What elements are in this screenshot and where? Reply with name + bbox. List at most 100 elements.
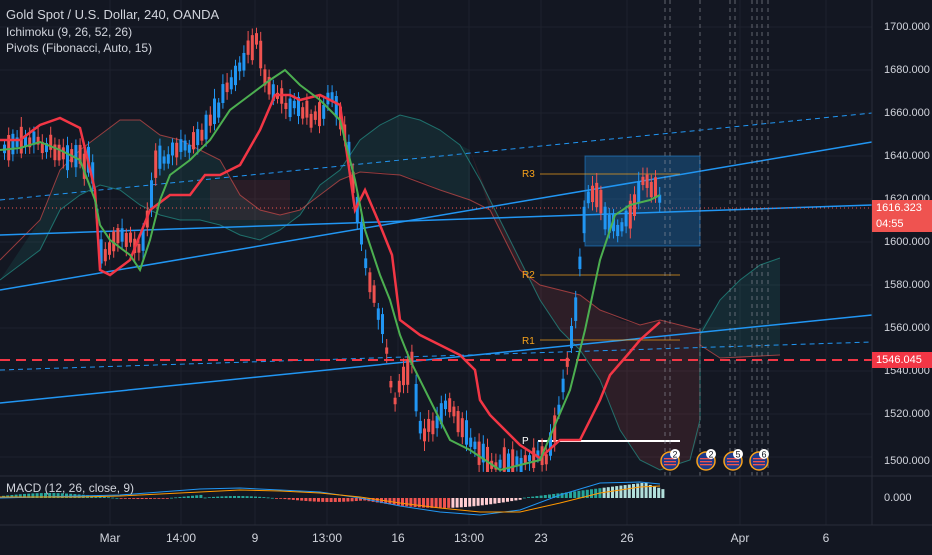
macd-bar	[619, 485, 623, 498]
macd-bar	[611, 486, 614, 498]
candle-body	[40, 141, 44, 154]
candle-body	[334, 96, 338, 118]
macd-bar	[186, 496, 190, 498]
candle-body	[557, 404, 561, 415]
candle-body	[578, 256, 582, 270]
macd-bar	[287, 498, 291, 500]
macd-bar	[241, 496, 245, 498]
candlesticks	[3, 27, 662, 472]
pivot-label-r3: R3	[522, 169, 535, 180]
macd-bar	[170, 497, 173, 499]
symbol-title[interactable]: Gold Spot / U.S. Dollar, 240, OANDA	[6, 7, 220, 22]
macd-bar	[329, 498, 333, 502]
candle-body	[431, 420, 435, 435]
support-price-tag: 1546.045	[872, 352, 932, 368]
event-lines	[664, 0, 769, 480]
macd-histogram	[2, 482, 665, 508]
candle-body	[599, 189, 603, 214]
candle-body	[250, 35, 254, 61]
pivot-label-r2: R2	[522, 270, 535, 281]
macd-bar	[497, 498, 501, 504]
macd-bar	[157, 498, 161, 499]
trend-line-lower-dashed[interactable]	[0, 341, 873, 371]
macd-bar	[153, 498, 157, 499]
indicator-pivots-label[interactable]: Pivots (Fibonacci, Auto, 15)	[6, 41, 153, 55]
trend-line-mid[interactable]	[0, 204, 873, 236]
candle-body	[565, 357, 569, 367]
macd-bar	[245, 496, 249, 498]
candle-body	[355, 197, 359, 224]
candle-body	[481, 443, 485, 463]
macd-bar	[401, 498, 404, 506]
indicator-macd-label[interactable]: MACD (12, 26, close, 9)	[6, 481, 135, 495]
macd-bar	[606, 487, 610, 498]
macd-bar	[577, 490, 581, 498]
macd-bar	[405, 498, 409, 507]
candle-body	[595, 182, 599, 208]
macd-bar	[338, 498, 341, 502]
macd-bar	[581, 490, 585, 498]
candle-body	[309, 113, 313, 128]
macd-bar	[443, 498, 446, 508]
macd-bar	[585, 489, 589, 498]
candle-body	[381, 314, 384, 335]
time-label: 16	[391, 531, 405, 545]
candle-body	[591, 185, 594, 203]
candle-body	[192, 132, 195, 150]
macd-bar	[422, 498, 425, 508]
candle-body	[183, 140, 187, 151]
candle-body	[385, 347, 389, 354]
candle-body	[53, 144, 57, 161]
candle-body	[339, 106, 342, 130]
event-badge-flag-us-icon[interactable]: 6	[749, 449, 769, 471]
candle-body	[175, 142, 179, 158]
trend-line-upper[interactable]	[0, 141, 873, 291]
trend-line-upper-dashed[interactable]	[0, 112, 873, 201]
candle-body	[267, 76, 271, 95]
candle-body	[347, 141, 351, 158]
event-badge-flag-us-icon[interactable]: 5	[723, 449, 743, 471]
candle-body	[536, 450, 540, 459]
macd-bar	[312, 498, 316, 502]
candle-body	[351, 171, 355, 194]
indicator-ichimoku-label[interactable]: Ichimoku (9, 26, 52, 26)	[6, 25, 133, 39]
macd-bar	[510, 498, 514, 502]
candle-body	[11, 133, 15, 155]
candle-body	[624, 210, 628, 227]
macd-bar	[136, 498, 140, 499]
candle-body	[208, 114, 212, 126]
macd-bar	[317, 498, 320, 502]
candle-body	[402, 366, 405, 386]
event-badge-flag-us-icon[interactable]: 2	[696, 449, 716, 471]
macd-bar	[18, 494, 22, 498]
macd-bar	[333, 498, 337, 502]
macd-bar	[371, 498, 375, 502]
macd-bar	[350, 498, 354, 502]
candle-body	[32, 131, 36, 145]
event-badge-flag-us-icon[interactable]: 2	[660, 449, 680, 471]
time-label: 23	[534, 531, 548, 545]
macd-bar	[438, 498, 442, 508]
candle-body	[221, 84, 225, 104]
macd-bar	[531, 496, 535, 498]
candle-body	[570, 325, 573, 349]
candle-body	[242, 52, 246, 71]
candle-body	[549, 432, 552, 456]
candle-body	[196, 129, 200, 146]
candle-body	[448, 398, 452, 413]
candle-body	[444, 400, 447, 410]
macd-bar	[56, 493, 60, 498]
candle-body	[255, 33, 258, 45]
candle-body	[528, 455, 531, 462]
macd-bar	[119, 498, 123, 499]
candle-body	[603, 206, 607, 230]
macd-bar	[220, 496, 224, 498]
event-badges[interactable]: 2 2 5 6	[660, 449, 769, 471]
macd-bar	[52, 493, 56, 498]
price-tick: 1580.000	[884, 279, 930, 291]
macd-bar	[228, 496, 232, 498]
ichimoku-conversion-line	[0, 68, 661, 472]
time-label: 14:00	[165, 531, 197, 545]
